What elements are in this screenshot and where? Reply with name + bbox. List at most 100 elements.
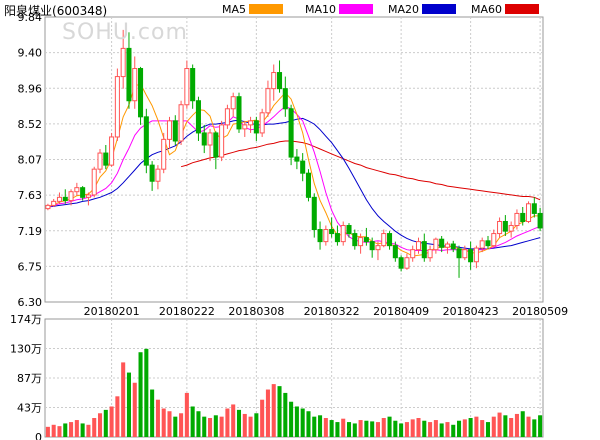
candle-up bbox=[514, 212, 520, 227]
volume-bar-up bbox=[179, 413, 184, 437]
candle-down bbox=[387, 233, 393, 247]
candle-down bbox=[190, 68, 196, 102]
legend-ma10-swatch bbox=[339, 4, 374, 14]
candle-up bbox=[120, 47, 126, 78]
candle-up bbox=[340, 225, 346, 243]
volume-bar-down bbox=[468, 418, 473, 437]
candle-up bbox=[85, 194, 91, 198]
volume-bar-down bbox=[126, 372, 131, 437]
date-tick-label: 20180509 bbox=[512, 305, 568, 318]
volume-bar-up bbox=[115, 396, 120, 437]
volume-bar-up bbox=[491, 416, 496, 437]
candle-down bbox=[253, 120, 259, 134]
legend-ma60: MA60 bbox=[471, 3, 540, 16]
candle-down bbox=[172, 120, 178, 142]
volume-bar-up bbox=[167, 411, 172, 437]
volume-bar-up bbox=[433, 420, 438, 437]
candle-up bbox=[479, 240, 485, 249]
volume-bar-up bbox=[480, 420, 485, 437]
candle-up bbox=[462, 249, 468, 259]
volume-tick-label: 87万 bbox=[17, 372, 42, 385]
candle-down bbox=[305, 172, 312, 198]
volume-bar-down bbox=[451, 424, 456, 437]
candle-up bbox=[68, 191, 74, 202]
volume-bar-down bbox=[387, 416, 392, 437]
ma60-line bbox=[180, 140, 541, 201]
candle-down bbox=[346, 225, 352, 235]
candle-down bbox=[369, 241, 375, 251]
candle-down bbox=[236, 96, 242, 130]
volume-bar-up bbox=[219, 416, 224, 437]
volume-bar-down bbox=[364, 420, 369, 437]
candle-down bbox=[311, 196, 317, 231]
volume-bar-up bbox=[381, 418, 386, 437]
volume-bar-down bbox=[329, 420, 334, 437]
candle-up bbox=[444, 243, 450, 248]
legend-ma20-swatch bbox=[422, 4, 457, 14]
volume-bar-down bbox=[289, 401, 294, 437]
volume-bar-up bbox=[51, 424, 56, 437]
candle-up bbox=[358, 237, 364, 247]
candle-up bbox=[132, 68, 138, 102]
volume-bar-up bbox=[445, 422, 450, 437]
candle-up bbox=[184, 68, 190, 106]
candle-down bbox=[363, 237, 369, 243]
price-tick-label: 6.30 bbox=[18, 296, 43, 309]
candle-down bbox=[149, 164, 155, 182]
candle-up bbox=[45, 204, 51, 210]
price-tick-label: 8.07 bbox=[18, 154, 43, 167]
volume-tick-label: 174万 bbox=[10, 313, 42, 326]
price-tick-label: 7.19 bbox=[18, 225, 43, 238]
price-tick-label: 9.84 bbox=[18, 11, 43, 24]
volume-bar-down bbox=[254, 413, 259, 437]
candle-down bbox=[421, 241, 427, 259]
candle-up bbox=[415, 241, 422, 251]
volume-bar-down bbox=[190, 406, 195, 437]
volume-bar-down bbox=[277, 386, 282, 437]
volume-bar-down bbox=[80, 423, 85, 437]
volume-tick-label: 0 bbox=[35, 431, 42, 440]
legend-ma10-label: MA10 bbox=[305, 3, 337, 16]
volume-tick-label: 130万 bbox=[10, 343, 42, 356]
date-tick-label: 20180308 bbox=[228, 305, 284, 318]
volume-bar-down bbox=[213, 415, 218, 437]
candle-up bbox=[265, 88, 271, 114]
volume-bar-up bbox=[92, 418, 97, 437]
stock-title: 阳泉煤业(600348) bbox=[4, 2, 107, 19]
volume-bar-down bbox=[63, 423, 68, 437]
candle-up bbox=[473, 247, 479, 263]
volume-bar-up bbox=[184, 392, 189, 437]
candle-down bbox=[288, 108, 294, 158]
volume-bar-down bbox=[399, 423, 404, 437]
candle-up bbox=[91, 168, 97, 196]
candle-up bbox=[323, 229, 329, 243]
legend-ma5: MA5 bbox=[222, 3, 284, 16]
volume-bar-up bbox=[416, 418, 421, 437]
candle-down bbox=[520, 212, 526, 222]
volume-bar-up bbox=[231, 404, 236, 437]
candle-up bbox=[433, 238, 439, 251]
candle-down bbox=[300, 160, 306, 174]
volume-bar-down bbox=[346, 422, 352, 437]
candle-up bbox=[375, 245, 381, 251]
candle-down bbox=[531, 203, 537, 214]
volume-bar-up bbox=[341, 418, 346, 437]
volume-bar-up bbox=[526, 416, 531, 437]
volume-bar-down bbox=[352, 423, 357, 437]
candle-down bbox=[80, 187, 86, 198]
candle-up bbox=[51, 200, 57, 206]
candle-down bbox=[334, 233, 340, 243]
legend-ma5-swatch bbox=[249, 4, 284, 14]
volume-bar-down bbox=[294, 406, 299, 437]
candle-down bbox=[439, 238, 445, 248]
candle-down bbox=[352, 233, 358, 247]
candle-up bbox=[242, 124, 248, 130]
volume-bar-down bbox=[196, 411, 201, 437]
candle-down bbox=[143, 116, 149, 166]
volume-bar-up bbox=[358, 420, 363, 437]
candle-down bbox=[195, 100, 201, 134]
volume-bar-down bbox=[457, 420, 462, 437]
stock-name: 阳泉煤业 bbox=[4, 4, 53, 18]
candle-up bbox=[74, 187, 80, 193]
volume-bar-up bbox=[225, 408, 230, 437]
